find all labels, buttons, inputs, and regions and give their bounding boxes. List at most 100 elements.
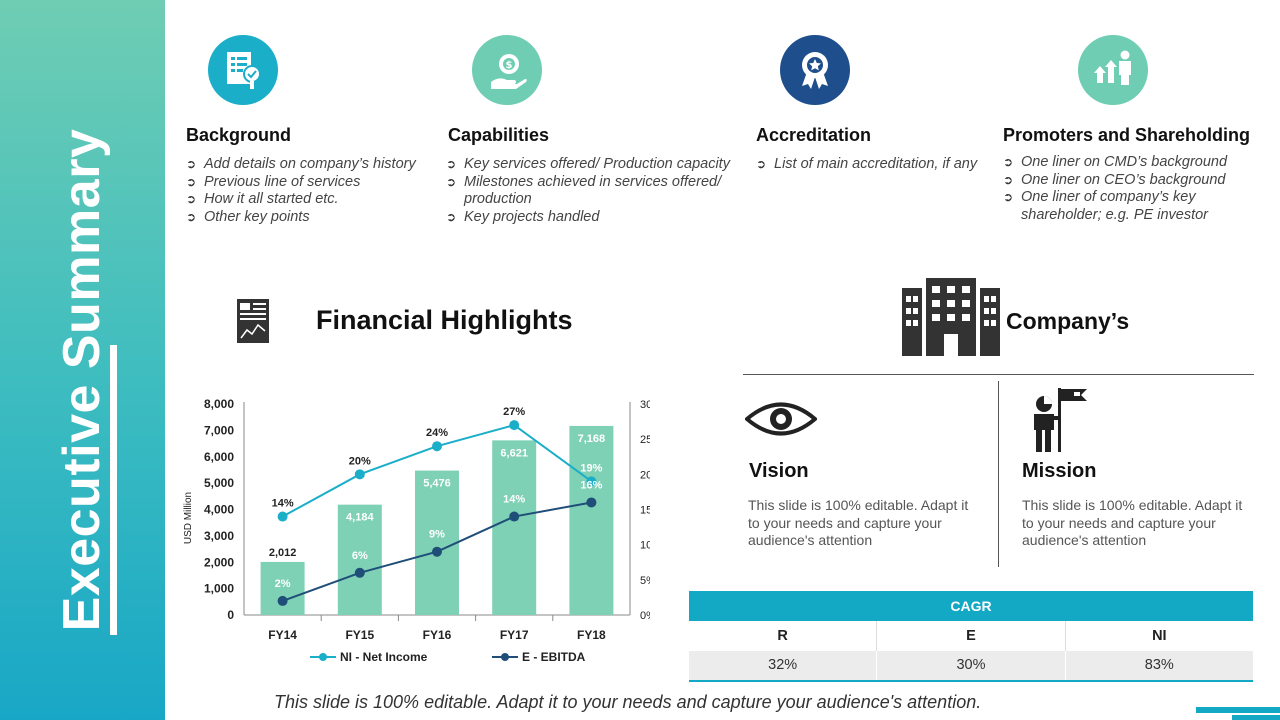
point-label: 20% [349,455,371,467]
data-point [277,511,288,522]
table-cell: 32% [689,651,878,680]
table-row: 32% 30% 83% [689,651,1253,680]
y2-tick-label: 10% [640,540,650,552]
data-point [354,469,365,480]
mission-title: Mission [1022,460,1097,482]
table-bottom-rule [689,680,1253,682]
y-tick-label: 2,000 [204,555,234,569]
cagr-table: CAGR R E NI 32% 30% 83% [689,591,1253,682]
company-title: Company’s [1006,308,1130,334]
eye-icon [743,398,819,445]
bar [337,504,382,615]
y-tick-label: 8,000 [204,397,234,411]
corner-accent [1232,715,1280,720]
list-item: ➲ Key services offered/ Production capaci… [446,156,730,172]
accreditation-list: ➲ List of main accreditation, if any [756,156,996,174]
arrow-bullet-icon: ➲ [756,157,767,171]
point-label: 27% [503,406,525,418]
y-axis-title: USD Million [183,492,194,544]
cagr-header: CAGR [689,591,1253,621]
table-cell: R [689,621,878,651]
list-item: ➲ How it all started etc. [186,191,339,207]
list-item: ➲ List of main accreditation, if any [756,156,978,172]
list-item: ➲ Add details on company’s history [186,156,416,172]
arrow-bullet-icon: ➲ [446,157,457,171]
corner-accent [1196,707,1280,713]
arrow-bullet-icon: ➲ [186,209,197,224]
point-label: 9% [429,529,445,541]
legend-marker [501,653,509,661]
y2-tick-label: 30% [640,399,650,411]
footer-note: This slide is 100% editable. Adapt it to… [274,692,982,712]
data-point [509,511,520,522]
bar [569,425,614,615]
promoters-list: ➲ One liner on CMD’s background ➲ One line… [1003,154,1273,224]
award-badge-icon [780,35,850,105]
arrow-bullet-icon: ➲ [446,174,457,189]
list-item: ➲ Previous line of services [186,173,361,190]
y-tick-label: 1,000 [204,582,234,596]
bar-value-label: 6,621 [500,447,528,459]
arrow-bullet-icon: ➲ [446,209,457,224]
growth-person-icon [1078,35,1148,105]
page-title: Executive Summary [53,128,111,632]
financial-report-icon [236,298,270,349]
x-tick-label: FY15 [345,628,374,642]
legend-marker [319,653,327,661]
building-icon [902,278,1000,361]
list-item: ➲ One liner on CMD’s background [1003,154,1228,170]
bar-value-label: 5,476 [423,478,451,490]
data-point [432,546,442,557]
data-point [509,420,520,431]
y2-tick-label: 15% [640,505,650,517]
data-point [586,476,597,487]
point-label: 2% [275,578,291,590]
promoters-section: Promoters and Shareholding ➲ One liner on… [1003,30,1273,224]
report-check-icon [208,35,278,105]
data-point [354,567,365,578]
y2-tick-label: 20% [640,469,650,481]
y-tick-label: 0 [227,608,234,622]
y-tick-label: 4,000 [204,503,234,517]
data-point [586,497,597,508]
point-label: 14% [272,498,294,510]
list-item: ➲ Key projects handled [446,208,600,225]
sidebar-divider [110,345,117,635]
svg-text:$: $ [506,60,513,71]
x-tick-label: FY14 [268,628,297,642]
bar-value-label: 7,168 [578,433,606,445]
x-tick-label: FY16 [423,628,452,642]
table-row: R E NI [689,621,1253,651]
data-point [432,441,442,452]
point-label: 24% [426,427,448,439]
mission-text: This slide is 100% editable. Adapt it to… [1022,497,1243,548]
bar-value-label: 4,184 [346,512,374,524]
list-item: ➲ Other key points [186,208,310,225]
money-gear-hand-icon: $ [472,35,542,105]
y2-tick-label: 25% [640,434,650,446]
sidebar: Executive Summary [0,0,165,720]
financial-chart: 0 1,000 2,000 3,000 4,000 5,000 6,000 7,000 8,00… [183,397,650,664]
background-section: Background ➲ Add details on company’s his… [186,30,446,226]
x-tick-label: FY17 [500,628,529,642]
y-tick-label: 3,000 [204,529,234,543]
bar [260,561,305,615]
arrow-bullet-icon: ➲ [186,157,197,171]
y2-tick-label: 5% [640,575,650,587]
point-label: 16% [580,479,602,491]
promoters-title: Promoters and Shareholding [1003,125,1251,145]
list-item: ➲ Milestones achieved in services offered… [446,173,722,208]
vision-text: This slide is 100% editable. Adapt it to… [748,497,969,548]
arrow-bullet-icon: ➲ [186,192,197,206]
list-item: ➲ One liner of company’s key shareholder;… [1003,189,1208,223]
arrow-bullet-icon: ➲ [1003,155,1014,169]
arrow-bullet-icon: ➲ [1003,172,1014,187]
mission-flag-icon [1030,386,1092,459]
divider [743,374,1254,375]
table-cell: 83% [1065,651,1253,680]
bar-value-label: 2,012 [269,547,297,559]
divider [998,381,999,567]
background-title: Background [186,125,292,145]
y-tick-label: 6,000 [204,450,234,464]
capabilities-list: ➲ Key services offered/ Production capaci… [446,156,746,226]
